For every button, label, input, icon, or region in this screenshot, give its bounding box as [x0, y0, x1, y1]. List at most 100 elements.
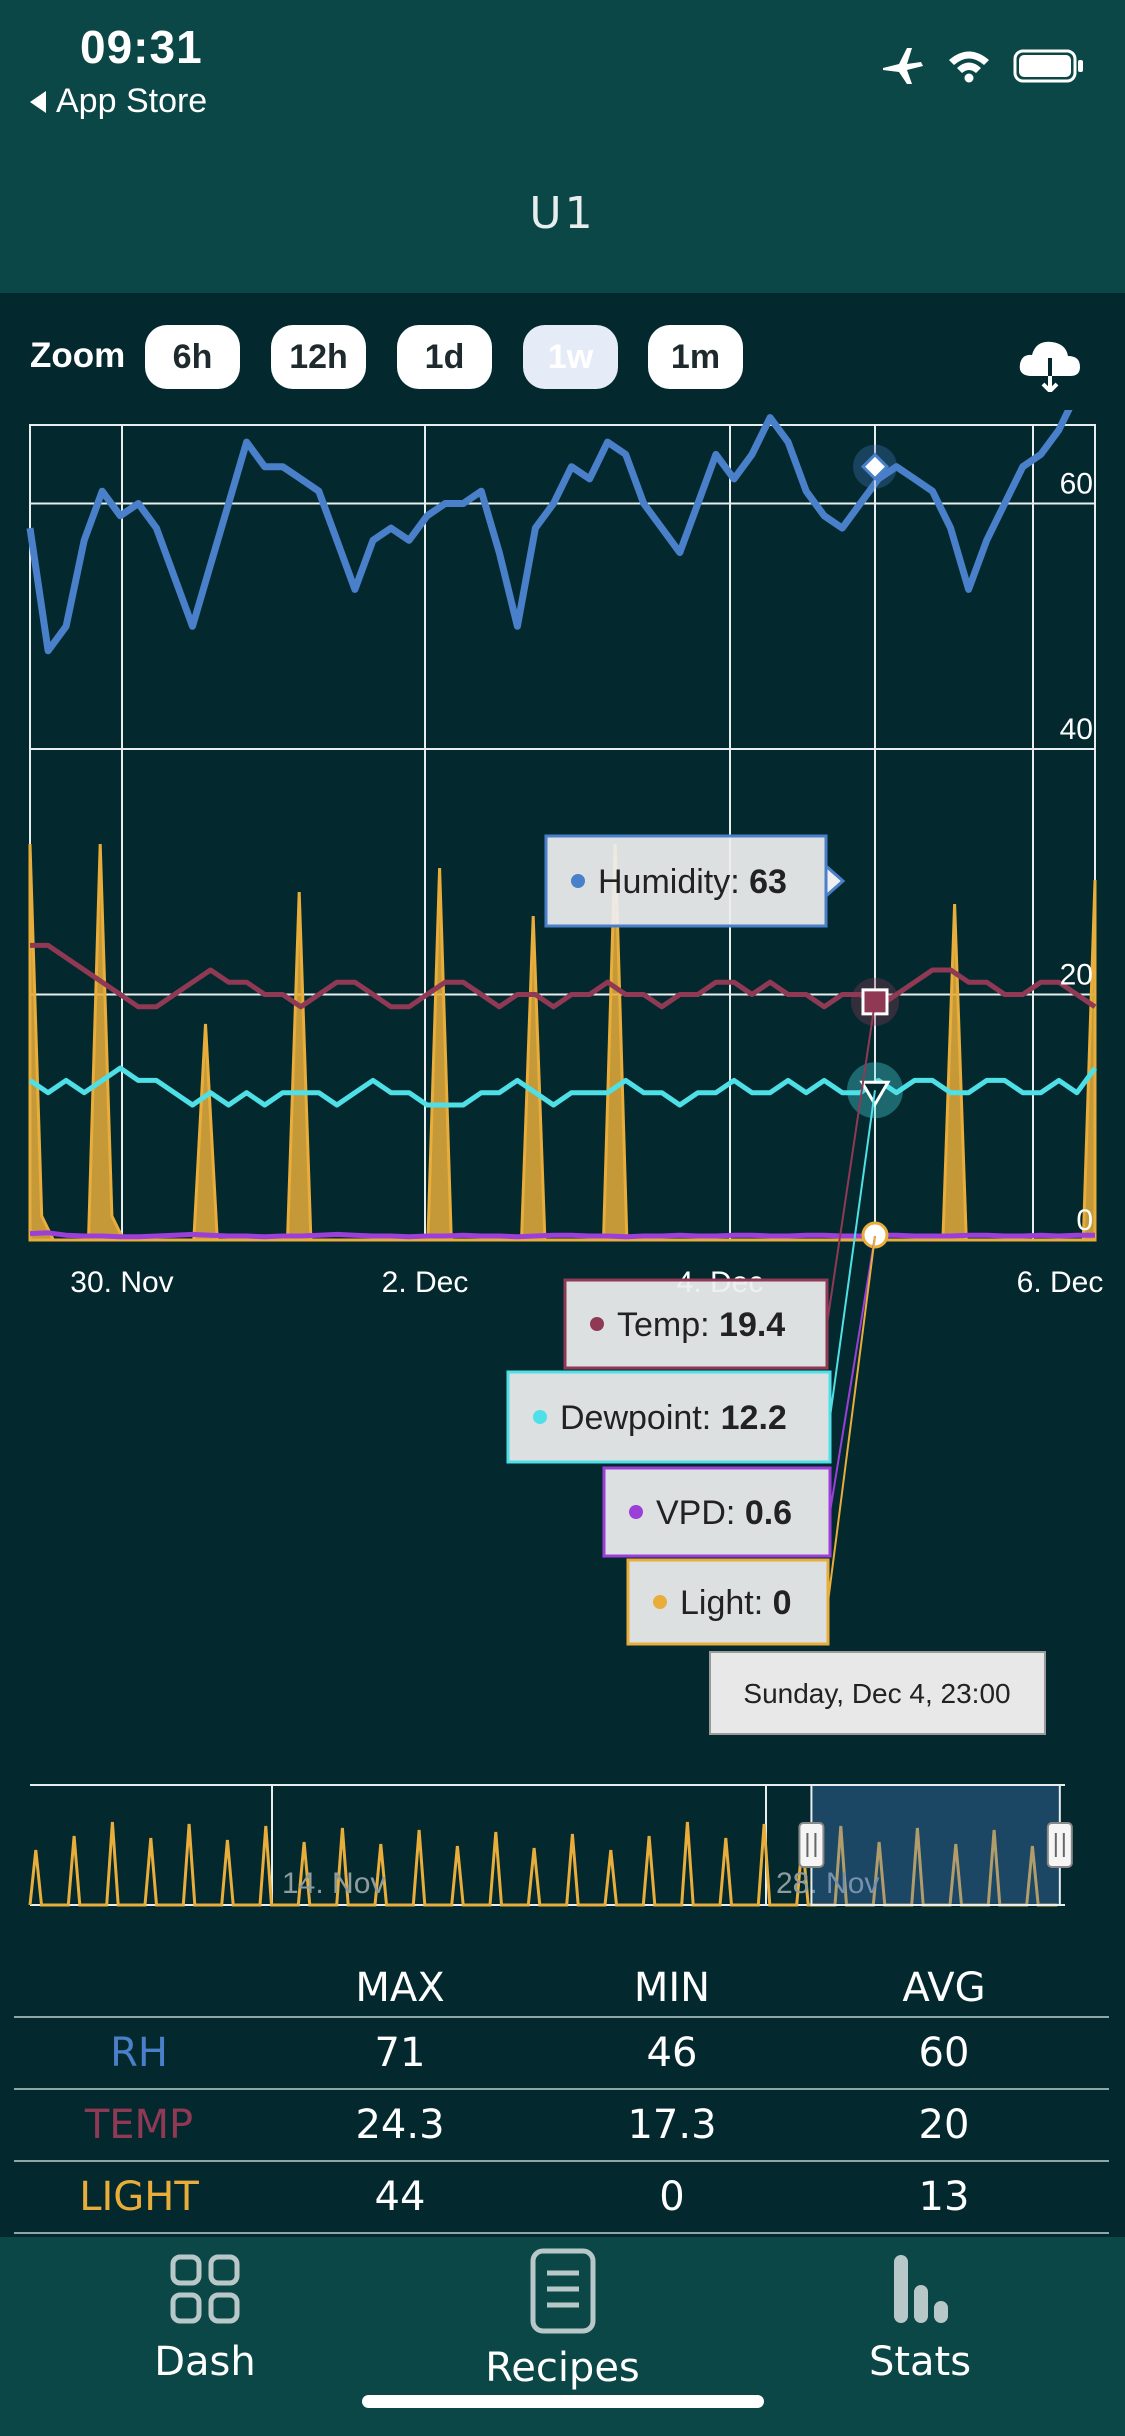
light-max: 44	[374, 2174, 426, 2220]
wifi-icon	[949, 51, 989, 83]
zoom-1d-button[interactable]: 1d	[397, 325, 492, 389]
humidity-line	[26, 410, 1073, 655]
rh-min: 46	[646, 2030, 698, 2076]
zoom-1w-button[interactable]: 1w	[523, 325, 618, 389]
grid-icon	[170, 2254, 240, 2324]
date-tooltip-text: Sunday, Dec 4, 23:00	[743, 1678, 1010, 1709]
x-tick-label: 6. Dec	[1017, 1266, 1104, 1299]
row-label-light: LIGHT	[79, 2174, 199, 2220]
status-icons	[881, 46, 1085, 86]
humidity-tooltip-pointer	[824, 862, 846, 900]
handle-box	[798, 1822, 825, 1868]
vpd-tooltip-dot	[629, 1505, 643, 1519]
light-avg: 13	[918, 2174, 970, 2220]
tab-dash[interactable]: Dash	[140, 2237, 270, 2385]
humidity-tooltip: Humidity: 63	[544, 834, 828, 928]
vpd-tooltip-connector	[829, 1235, 876, 1513]
light-tooltip-label: Light: 0	[680, 1584, 792, 1622]
row-label-rh: RH	[110, 2030, 168, 2076]
zoom-12h-button[interactable]: 12h	[271, 325, 366, 389]
humidity-tooltip-box	[544, 834, 828, 928]
humidity-tooltip-label: Humidity: 63	[598, 863, 787, 901]
row-label-temp: TEMP	[84, 2102, 194, 2148]
plot-border	[29, 424, 1096, 1241]
tooltips: Humidity: 63 Temp: 19.4 Dewpoint: 12.2 VPD:…	[506, 834, 1046, 1735]
crosshair	[847, 425, 903, 1249]
navigator-left-handle[interactable]	[798, 1822, 825, 1868]
light-tooltip-value: 0	[773, 1584, 792, 1622]
temp-min: 17.3	[627, 2102, 717, 2148]
temp-tooltip-dot	[590, 1317, 604, 1331]
handle-box	[1046, 1822, 1073, 1868]
y-tick-label: 40	[1060, 713, 1093, 746]
y-tick-label: 20	[1060, 959, 1093, 992]
back-to-app-store[interactable]: App Store	[30, 82, 207, 121]
temp-max: 24.3	[355, 2102, 445, 2148]
status-time: 09:31	[80, 21, 203, 73]
stats-table: MAX MIN AVG RH 71 46 60 TEMP 24.3 17.3 2…	[14, 1960, 1109, 2234]
navigator-right-handle[interactable]	[1046, 1822, 1073, 1868]
light-min: 0	[659, 2174, 685, 2220]
document-icon	[530, 2248, 595, 2334]
col-avg: AVG	[902, 1965, 986, 2011]
tab-stats-label: Stats	[868, 2339, 972, 2385]
tab-dash-label: Dash	[154, 2339, 256, 2385]
tab-recipes[interactable]: Recipes	[470, 2237, 655, 2391]
dewpoint-tooltip-label: Dewpoint: 12.2	[560, 1399, 787, 1437]
tab-stats[interactable]: Stats	[860, 2237, 980, 2385]
battery-icon	[1013, 49, 1083, 83]
y-axis-ticks: 020406080	[1060, 468, 1093, 1238]
y-tick-label: 0	[1076, 1204, 1093, 1237]
light-marker	[861, 1221, 889, 1249]
x-tick-label: 30. Nov	[70, 1266, 173, 1299]
vpd-line	[29, 1230, 1095, 1240]
dewpoint-line	[28, 1065, 1098, 1108]
stats-row-light: LIGHT 44 0 13	[14, 2162, 1109, 2234]
chart-series-lines	[26, 410, 1098, 1240]
page-title: U1	[529, 188, 596, 239]
temp-tooltip-label: Temp: 19.4	[617, 1306, 785, 1344]
stats-row-rh: RH 71 46 60	[14, 2018, 1109, 2090]
tab-recipes-label: Recipes	[485, 2345, 640, 2391]
date-tooltip-box	[709, 1651, 1046, 1735]
humidity-tooltip-value: 63	[749, 863, 787, 901]
temp-tooltip: Temp: 19.4	[563, 1278, 829, 1370]
dewpoint-tooltip-connector	[829, 1090, 876, 1418]
humidity-tooltip-dot	[571, 874, 585, 888]
vpd-tooltip: VPD: 0.6	[602, 1466, 832, 1558]
zoom-6h-button[interactable]: 6h	[145, 325, 240, 389]
temp-tooltip-connector	[826, 1001, 876, 1325]
dewpoint-tooltip: Dewpoint: 12.2	[506, 1370, 832, 1464]
zoom-1m-button[interactable]: 1m	[648, 325, 743, 389]
bar-chart-icon	[894, 2255, 948, 2323]
stats-header-row: MAX MIN AVG	[14, 1960, 1109, 2018]
top-header: 09:31 App Store U1	[0, 0, 1125, 293]
dewpoint-tooltip-dot	[533, 1410, 547, 1424]
rh-avg: 60	[918, 2030, 970, 2076]
dewpoint-tooltip-value: 12.2	[721, 1399, 787, 1437]
stats-row-temp: TEMP 24.3 17.3 20	[14, 2090, 1109, 2162]
navigator-label: 28. Nov	[776, 1867, 879, 1900]
temp-line	[30, 942, 1097, 1010]
back-arrow-icon	[30, 90, 46, 113]
zoom-label: Zoom	[30, 336, 126, 375]
light-tooltip-connector	[827, 1235, 876, 1603]
light-tooltip-dot	[653, 1595, 667, 1609]
cloud-download-icon[interactable]	[1016, 336, 1084, 392]
home-indicator	[362, 2395, 764, 2408]
date-tooltip: Sunday, Dec 4, 23:00	[709, 1651, 1046, 1735]
vpd-tooltip-value: 0.6	[745, 1494, 792, 1532]
navigator-label: 14. Nov	[282, 1867, 385, 1900]
navigator-selection	[810, 1784, 1061, 1906]
rh-max: 71	[374, 2030, 426, 2076]
chart-grid	[29, 424, 1096, 1241]
dewpoint-tooltip-box	[506, 1370, 832, 1464]
light-tooltip: Light: 0	[626, 1558, 830, 1646]
humidity-marker	[860, 452, 890, 481]
col-min: MIN	[633, 1965, 711, 2011]
vpd-tooltip-label: VPD: 0.6	[656, 1494, 792, 1532]
col-max: MAX	[355, 1965, 445, 2011]
range-navigator[interactable]: 14. Nov 28. Nov	[28, 1784, 1073, 1907]
x-tick-label: 2. Dec	[382, 1266, 469, 1299]
